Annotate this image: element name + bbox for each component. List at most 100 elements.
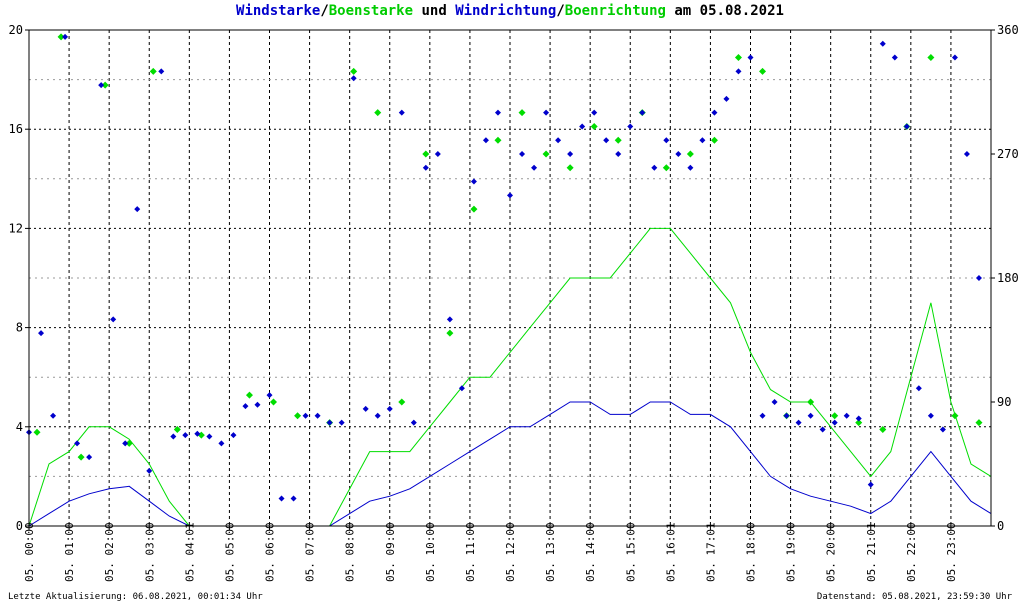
x-axis-tick-label: 05. 06:00 xyxy=(264,522,277,582)
windrichtung-point xyxy=(579,123,586,130)
x-axis-tick-label: 05. 19:00 xyxy=(785,522,798,582)
windrichtung-point xyxy=(783,412,790,419)
windrichtung-point xyxy=(62,33,69,40)
windrichtung-point xyxy=(434,151,441,157)
x-axis-tick-label: 05. 05:00 xyxy=(223,522,236,582)
left-axis-tick-label: 12 xyxy=(9,221,23,235)
windrichtung-point xyxy=(567,151,574,157)
windrichtung-point xyxy=(254,401,261,408)
title-slash-1: / xyxy=(320,3,329,19)
windrichtung-point xyxy=(110,316,117,323)
windrichtung-point xyxy=(531,164,538,171)
windrichtung-point xyxy=(374,412,381,419)
windrichtung-point xyxy=(927,412,934,419)
boenrichtung-point xyxy=(470,205,478,213)
title-date: am 05.08.2021 xyxy=(665,3,784,19)
windrichtung-point xyxy=(543,109,550,116)
windrichtung-point xyxy=(915,385,922,392)
x-axis-tick-label: 05. 10:00 xyxy=(424,522,437,582)
x-axis-tick-label: 05. 11:00 xyxy=(464,522,477,582)
chart-title: Windstarke/Boenstarke und Windrichtung/B… xyxy=(0,3,1020,19)
windrichtung-point xyxy=(482,137,489,144)
windrichtung-point xyxy=(507,192,513,199)
x-axis-tick-label: 05. 22:00 xyxy=(905,522,918,582)
boenrichtung-point xyxy=(422,150,430,158)
windrichtung-point xyxy=(470,178,477,185)
title-windstarke: Windstarke xyxy=(236,3,321,19)
windrichtung-point xyxy=(386,405,393,412)
windrichtung-point xyxy=(591,109,598,116)
boenrichtung-point xyxy=(734,54,742,62)
windrichtung-point xyxy=(158,68,165,75)
x-axis-tick-label: 05. 04:01 xyxy=(183,522,196,582)
windrichtung-point xyxy=(242,403,249,410)
windrichtung-point xyxy=(206,433,213,440)
title-boenstarke: Boenstarke xyxy=(328,3,414,19)
windrichtung-point xyxy=(795,419,802,426)
boenrichtung-point xyxy=(125,439,133,447)
labels-layer: 0 4 8 12 16 20 0 90 180 270 360 05. 00:00 05. 01:00 0… xyxy=(9,23,1019,582)
boenrichtung-point xyxy=(614,136,622,144)
windrichtung-point xyxy=(494,109,501,116)
left-axis-tick-label: 0 xyxy=(16,519,23,533)
windrichtung-point xyxy=(843,412,850,419)
windrichtung-point xyxy=(747,54,754,61)
x-axis-tick-label: 05. 21:01 xyxy=(865,522,878,582)
boenrichtung-point xyxy=(927,54,935,62)
windrichtung-point xyxy=(218,440,225,447)
windrichtung-point xyxy=(122,440,129,447)
boenrichtung-point xyxy=(350,67,358,75)
x-axis-tick-label: 05. 09:00 xyxy=(384,522,397,582)
boenrichtung-point xyxy=(270,398,278,406)
windrichtung-point xyxy=(615,151,622,157)
windrichtung-point xyxy=(771,399,778,405)
windrichtung-point xyxy=(170,433,177,440)
boenrichtung-point xyxy=(149,67,157,75)
windrichtung-point xyxy=(86,454,93,461)
windrichtung-point xyxy=(38,330,45,337)
windrichtung-point xyxy=(963,151,970,157)
boenrichtung-point xyxy=(975,419,983,427)
right-axis-tick-label: 270 xyxy=(997,147,1019,161)
windrichtung-point xyxy=(819,426,826,433)
left-axis-tick-label: 4 xyxy=(16,420,23,434)
title-boenrichtung: Boenrichtung xyxy=(564,3,666,19)
left-axis-tick-label: 20 xyxy=(9,23,23,37)
windrichtung-point xyxy=(735,68,742,75)
boenrichtung-point xyxy=(686,150,694,158)
boenrichtung-point xyxy=(542,150,550,158)
windrichtung-point xyxy=(951,54,958,61)
windrichtung-point xyxy=(194,430,201,437)
x-axis-tick-label: 05. 15:00 xyxy=(624,522,637,582)
windrichtung-point xyxy=(302,412,309,419)
right-axis-tick-label: 90 xyxy=(997,395,1011,409)
boenrichtung-point xyxy=(374,109,382,117)
boenrichtung-point xyxy=(101,81,109,89)
boenrichtung-point xyxy=(879,426,887,434)
title-slash-2: / xyxy=(556,3,565,19)
x-axis-tick-label: 05. 07:00 xyxy=(304,522,317,582)
data-status-label: Datenstand: 05.08.2021, 23:59:30 Uhr xyxy=(816,592,1012,602)
boenrichtung-point xyxy=(33,428,41,436)
windrichtung-point xyxy=(687,164,694,171)
boenrichtung-point xyxy=(294,412,302,420)
right-axis-tick-label: 0 xyxy=(997,519,1004,533)
windrichtung-point xyxy=(446,316,453,323)
windrichtung-point xyxy=(519,151,526,157)
windrichtung-point xyxy=(362,405,369,412)
boenrichtung-point xyxy=(855,419,863,427)
x-axis-tick-label: 05. 01:00 xyxy=(63,522,76,582)
x-axis-tick-label: 05. 12:00 xyxy=(504,522,517,582)
x-axis-tick-label: 05. 00:00 xyxy=(23,522,36,582)
points-layer xyxy=(26,33,983,502)
x-axis-tick-label: 05. 08:00 xyxy=(344,522,357,582)
windrichtung-point xyxy=(50,412,57,419)
windrichtung-point xyxy=(879,40,886,47)
x-axis-tick-label: 05. 17:01 xyxy=(704,522,717,582)
title-und: und xyxy=(413,3,456,19)
left-axis-tick-label: 16 xyxy=(9,122,23,136)
windrichtung-point xyxy=(230,432,237,439)
boenrichtung-point xyxy=(759,67,767,75)
windrichtung-point xyxy=(182,432,189,439)
